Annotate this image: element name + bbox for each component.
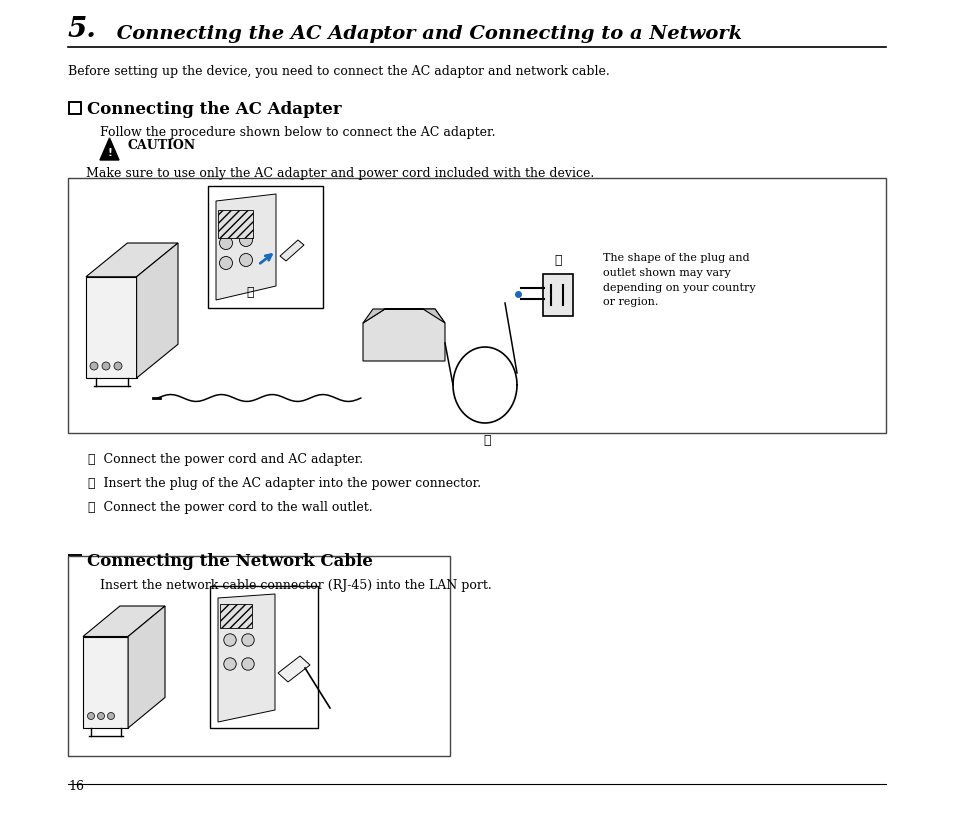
Bar [210, 586, 317, 728]
Text: 16: 16 [68, 780, 84, 793]
Text: Connecting the AC Adapter: Connecting the AC Adapter [87, 101, 341, 118]
Circle shape [90, 362, 98, 370]
Bar [208, 186, 323, 308]
Circle shape [239, 233, 253, 246]
Text: 5.: 5. [68, 16, 97, 43]
Polygon shape [83, 636, 128, 728]
Text: !: ! [107, 148, 112, 158]
Text: ③  Connect the power cord to the wall outlet.: ③ Connect the power cord to the wall out… [88, 501, 373, 514]
Polygon shape [83, 606, 165, 636]
Bar [68, 178, 885, 433]
Polygon shape [363, 309, 444, 361]
Polygon shape [136, 243, 178, 378]
Circle shape [108, 712, 114, 720]
Text: ②: ② [246, 285, 253, 299]
Polygon shape [100, 138, 119, 160]
Circle shape [241, 634, 253, 646]
Polygon shape [215, 194, 275, 300]
Circle shape [219, 257, 233, 269]
Text: ①: ① [483, 434, 490, 447]
Text: The shape of the plug and
outlet shown may vary
depending on your country
or reg: The shape of the plug and outlet shown m… [602, 253, 755, 308]
Circle shape [97, 712, 105, 720]
Polygon shape [218, 594, 274, 722]
Bar [220, 604, 252, 628]
Circle shape [224, 658, 236, 670]
Circle shape [224, 634, 236, 646]
Circle shape [241, 658, 253, 670]
Circle shape [102, 362, 110, 370]
Bar [542, 274, 573, 316]
Text: CAUTION: CAUTION [127, 139, 195, 152]
Text: ③: ③ [554, 254, 561, 267]
Polygon shape [128, 606, 165, 728]
Circle shape [88, 712, 94, 720]
Text: Connecting the Network Cable: Connecting the Network Cable [87, 554, 373, 570]
Polygon shape [280, 240, 304, 261]
Polygon shape [277, 656, 310, 682]
Circle shape [113, 362, 122, 370]
Text: Connecting the AC Adaptor and Connecting to a Network: Connecting the AC Adaptor and Connecting… [110, 25, 741, 43]
Circle shape [239, 254, 253, 267]
Text: Follow the procedure shown below to connect the AC adapter.: Follow the procedure shown below to conn… [100, 126, 495, 139]
Text: ②  Insert the plug of the AC adapter into the power connector.: ② Insert the plug of the AC adapter into… [88, 477, 480, 490]
Bar [69, 101, 81, 114]
Bar [68, 556, 450, 756]
Bar [218, 210, 253, 238]
Bar [69, 555, 81, 567]
Circle shape [219, 236, 233, 249]
Text: Insert the network cable connector (RJ-45) into the LAN port.: Insert the network cable connector (RJ-4… [100, 579, 491, 592]
Polygon shape [86, 243, 178, 276]
Polygon shape [86, 276, 136, 378]
Text: Before setting up the device, you need to connect the AC adaptor and network cab: Before setting up the device, you need t… [68, 65, 609, 78]
Text: Make sure to use only the AC adapter and power cord included with the device.: Make sure to use only the AC adapter and… [86, 167, 594, 180]
Text: ①  Connect the power cord and AC adapter.: ① Connect the power cord and AC adapter. [88, 453, 363, 466]
Polygon shape [363, 309, 444, 323]
